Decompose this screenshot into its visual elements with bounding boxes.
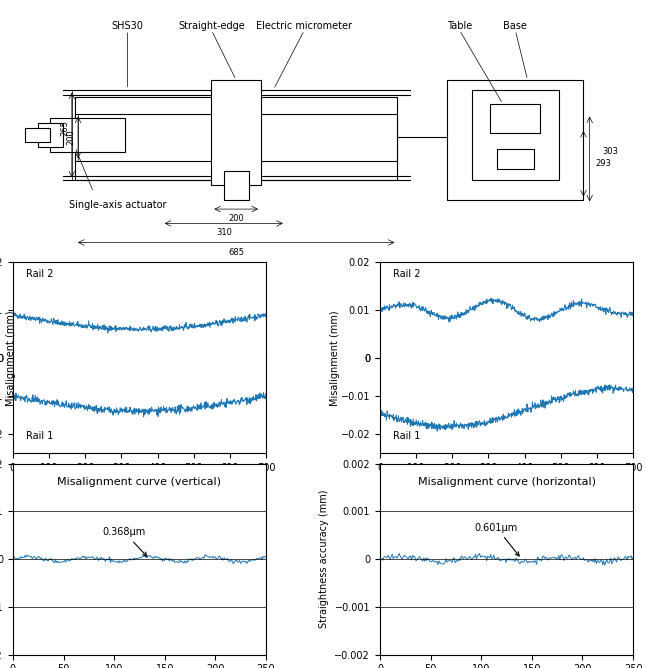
- X-axis label: Rail length (mm): Rail length (mm): [459, 479, 554, 488]
- Text: Misalignment (mm): Misalignment (mm): [6, 310, 16, 405]
- Text: 310: 310: [216, 228, 232, 237]
- Text: Misalignment curve (vertical): Misalignment curve (vertical): [57, 477, 222, 487]
- FancyBboxPatch shape: [25, 128, 50, 142]
- Text: Rail 2: Rail 2: [393, 269, 420, 279]
- Text: 265: 265: [60, 120, 69, 136]
- FancyBboxPatch shape: [50, 118, 125, 152]
- Text: Base: Base: [503, 21, 527, 31]
- Text: SHS30: SHS30: [112, 21, 143, 31]
- FancyBboxPatch shape: [37, 123, 63, 147]
- Text: Straight-edge: Straight-edge: [178, 21, 245, 31]
- Text: 200: 200: [66, 130, 75, 146]
- FancyBboxPatch shape: [75, 114, 397, 162]
- Text: 0.368μm: 0.368μm: [103, 527, 147, 556]
- Text: Rail 2: Rail 2: [26, 269, 53, 279]
- Text: Misalignment curve (horizontal): Misalignment curve (horizontal): [417, 477, 596, 487]
- FancyBboxPatch shape: [497, 150, 534, 168]
- FancyBboxPatch shape: [447, 80, 583, 200]
- Text: 293: 293: [596, 159, 612, 168]
- Text: 200: 200: [228, 214, 244, 223]
- X-axis label: Rail length (mm): Rail length (mm): [92, 479, 187, 488]
- Text: Electric micrometer: Electric micrometer: [256, 21, 353, 31]
- Text: Misalignment (mm): Misalignment (mm): [329, 310, 340, 405]
- FancyBboxPatch shape: [211, 80, 261, 185]
- Text: 0.601μm: 0.601μm: [475, 522, 519, 556]
- FancyBboxPatch shape: [472, 90, 559, 180]
- Text: Rail 1: Rail 1: [393, 431, 420, 441]
- FancyBboxPatch shape: [224, 171, 249, 200]
- FancyBboxPatch shape: [490, 104, 540, 133]
- Text: Rail 1: Rail 1: [26, 431, 53, 441]
- Text: Single-axis actuator: Single-axis actuator: [68, 200, 166, 210]
- FancyBboxPatch shape: [75, 97, 397, 180]
- Text: 685: 685: [228, 248, 244, 257]
- Y-axis label: Straightness accuracy (mm): Straightness accuracy (mm): [319, 490, 329, 629]
- Text: 303: 303: [602, 148, 618, 156]
- Text: Table: Table: [447, 21, 472, 31]
